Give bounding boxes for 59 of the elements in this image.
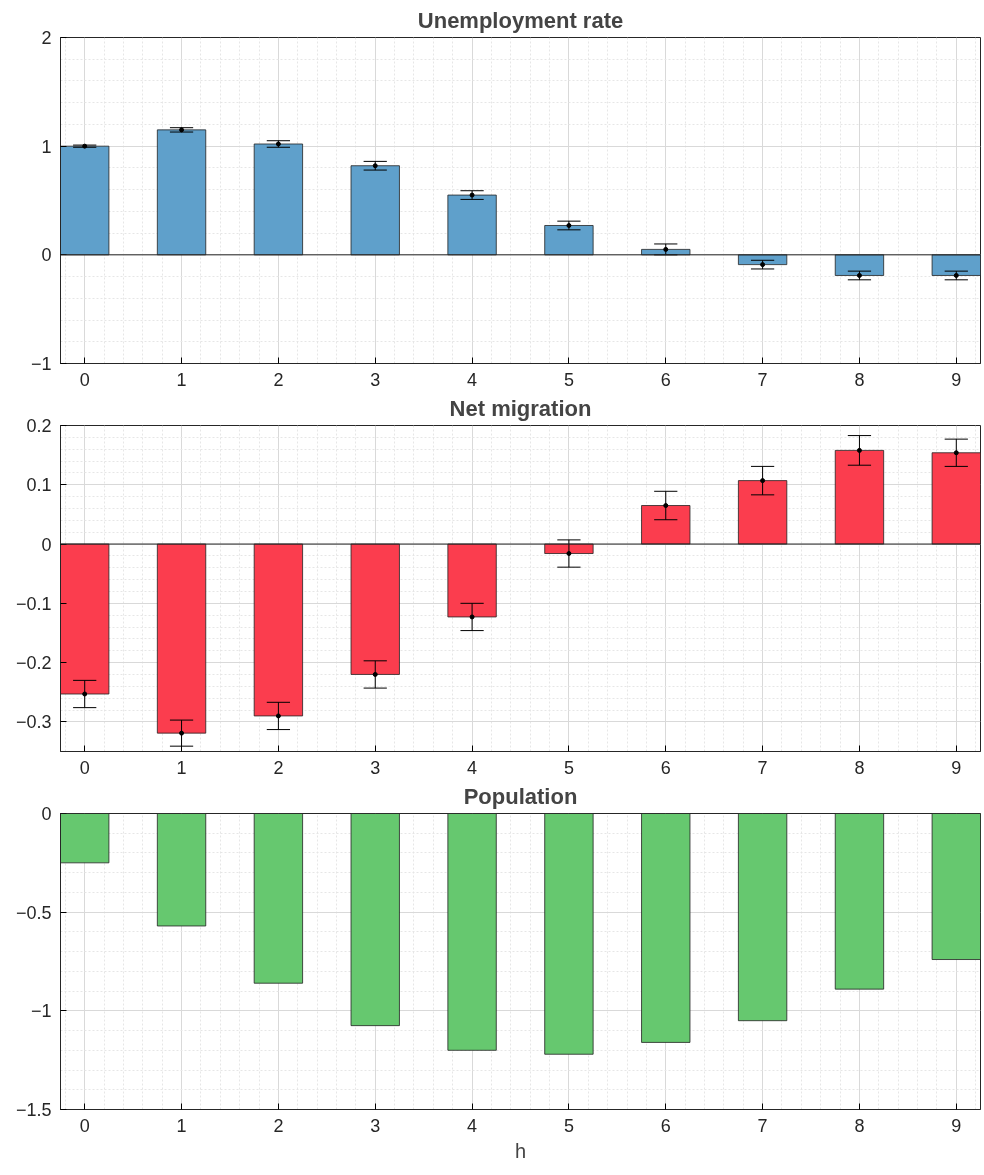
- x-tick-label: 2: [273, 1115, 284, 1136]
- y-tick-label: 0.2: [26, 416, 52, 436]
- y-tick-label: 0: [41, 245, 52, 266]
- x-tick-label: 8: [854, 369, 865, 390]
- x-tick-label: 6: [660, 1115, 671, 1136]
- point: [372, 671, 378, 677]
- x-tick-label: 2: [273, 757, 284, 778]
- point: [469, 614, 475, 620]
- y-tick-label: −0.5: [15, 902, 52, 923]
- x-tick-label: 6: [660, 369, 671, 390]
- x-tick-label: 9: [951, 369, 962, 390]
- x-tick-label: 9: [951, 1115, 962, 1136]
- x-tick-label: 1: [176, 369, 187, 390]
- y-tick-label: 2: [41, 28, 52, 48]
- point: [663, 503, 669, 509]
- point: [566, 551, 572, 557]
- x-tick-label: 4: [467, 1115, 478, 1136]
- x-tick-label: 5: [563, 757, 574, 778]
- chart-title: Net migration: [449, 395, 592, 421]
- x-axis-title: h: [514, 1139, 527, 1162]
- x-tick-label: 9: [951, 757, 962, 778]
- y-tick-label: 0.1: [26, 475, 52, 496]
- y-tick-label: −0.3: [15, 712, 52, 733]
- x-tick-label: 3: [370, 757, 381, 778]
- point: [179, 730, 185, 736]
- point: [82, 691, 88, 697]
- x-tick-label: 5: [563, 369, 574, 390]
- y-tick-label: −1.5: [15, 1100, 52, 1120]
- y-tick-label: −0.2: [15, 653, 52, 674]
- x-tick-label: 7: [757, 1115, 768, 1136]
- x-tick-label: 7: [757, 757, 768, 778]
- x-tick-label: 6: [660, 757, 671, 778]
- y-tick-label: −1: [30, 354, 52, 374]
- x-tick-label: 4: [467, 757, 478, 778]
- y-tick-label: 0: [41, 534, 52, 555]
- point: [856, 447, 862, 453]
- point: [760, 478, 766, 484]
- x-tick-label: 2: [273, 369, 284, 390]
- x-tick-label: 4: [467, 369, 478, 390]
- x-tick-label: 5: [563, 1115, 574, 1136]
- x-tick-label: 1: [176, 757, 187, 778]
- x-tick-label: 3: [370, 1115, 381, 1136]
- y-tick-label: 0: [41, 804, 52, 824]
- y-tick-label: −0.1: [15, 593, 52, 614]
- point: [663, 246, 669, 252]
- x-tick-label: 7: [757, 369, 768, 390]
- x-tick-label: 0: [79, 1115, 90, 1136]
- point: [275, 713, 281, 719]
- chart-title: Unemployment rate: [417, 7, 624, 33]
- x-tick-label: 0: [79, 757, 90, 778]
- chart-title: Population: [463, 783, 578, 809]
- y-tick-label: 1: [41, 136, 52, 157]
- x-tick-label: 1: [176, 1115, 187, 1136]
- x-tick-label: 8: [854, 1115, 865, 1136]
- x-tick-label: 8: [854, 757, 865, 778]
- point: [953, 450, 959, 456]
- x-tick-label: 0: [79, 369, 90, 390]
- x-tick-label: 3: [370, 369, 381, 390]
- y-tick-label: −1: [30, 1001, 52, 1022]
